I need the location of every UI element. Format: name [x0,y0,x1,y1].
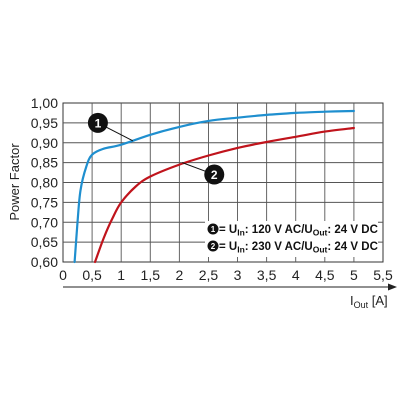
x-tick-label: 3 [234,267,242,283]
legend-entry-part: = U [219,241,237,253]
x-tick-label: 2 [175,267,183,283]
y-tick-label: 1,00 [31,95,58,111]
x-axis-title: IOut [A] [350,293,388,310]
marker-circle-1 [87,112,108,133]
legend-entry-part: : 24 V DC [327,241,378,253]
x-tick-label: 0,5 [82,267,102,283]
axes [63,283,397,291]
legend-entry-part: : 24 V DC [327,224,378,236]
legend-marker-label-2: 2 [211,242,216,251]
legend-marker-1 [207,223,219,235]
legend-entry-part: In [237,228,245,238]
legend-marker-label-1: 1 [211,225,216,234]
legend-entry-part: = U [219,224,237,236]
series-line-2 [93,126,355,264]
x-tick-label: 4 [292,267,300,283]
legend-box [205,221,378,257]
y-tick-label: 0,75 [31,194,58,210]
y-tick-label: 0,80 [31,175,58,191]
x-axis-arrowhead [388,283,397,291]
x-tick-label: 5 [350,267,358,283]
tick-labels: 0 0,5 1 1,5 2 2,5 3 3,5 4 4,5 5 5,5 0,60 0,65 0,70 0,75… [31,95,393,283]
legend-marker-2 [207,240,219,252]
marker-label-2: 2 [211,168,218,182]
x-tick-label: 2,5 [199,267,219,283]
series-line-1 [73,109,355,264]
marker-circle-2 [204,164,225,185]
marker-label-1: 1 [95,116,102,130]
x-tick-label: 0 [59,267,67,283]
y-tick-label: 0,90 [31,135,58,151]
legend-entry-part: Out [313,245,328,255]
x-axis-title-main: I [350,293,354,308]
x-tick-label: 3,5 [257,267,277,283]
x-axis-title-sub: Out [354,300,369,310]
legend-entry-2: = UIn: 230 V AC/UOut: 24 V DC [219,241,378,255]
legend-entry-part: In [237,245,245,255]
x-tick-label: 4,5 [315,267,335,283]
y-tick-label: 0,95 [31,115,58,131]
x-tick-label: 5,5 [373,267,393,283]
legend: 1 = UIn: 120 V AC/UOut: 24 V DC2 = UIn: … [205,221,378,257]
y-tick-label: 0,60 [31,254,58,270]
legend-entry-part: : 230 V AC/U [245,241,313,253]
y-tick-label: 0,85 [31,155,58,171]
series-lines [73,109,355,264]
legend-entry-part: : 120 V AC/U [245,224,313,236]
curve-markers: 12 [87,112,225,185]
x-tick-label: 1,5 [141,267,161,283]
y-tick-label: 0,65 [31,234,58,250]
x-axis-title-unit: [A] [368,293,388,308]
legend-entry-1: = UIn: 120 V AC/UOut: 24 V DC [219,224,378,238]
x-tick-label: 1 [117,267,125,283]
legend-entry-part: Out [313,228,328,238]
y-tick-label: 0,70 [31,214,58,230]
y-axis-title: Power Factor [7,143,22,221]
